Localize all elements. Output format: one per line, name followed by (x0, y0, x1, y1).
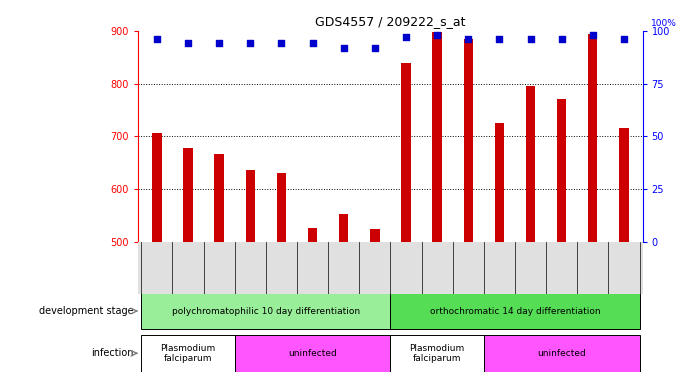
Point (587, 32, 598, 38)
Bar (277, 173, 286, 242)
Point (463, 36, 474, 42)
Point (307, 40, 318, 46)
Text: uninfected: uninfected (538, 349, 586, 358)
Bar (619, 128, 629, 242)
Bar (339, 214, 348, 242)
Text: orthochromatic 14 day differentiation: orthochromatic 14 day differentiation (430, 306, 600, 316)
Bar (142, 335, 235, 372)
Point (618, 36, 630, 42)
Text: Plasmodium
falciparum: Plasmodium falciparum (160, 344, 216, 363)
Point (401, 34, 412, 40)
Point (276, 40, 287, 46)
Title: GDS4557 / 209222_s_at: GDS4557 / 209222_s_at (315, 15, 466, 28)
Point (151, 36, 162, 42)
Point (369, 45, 380, 51)
Bar (484, 335, 639, 372)
Bar (401, 63, 410, 242)
Bar (588, 35, 598, 242)
Text: polychromatophilic 10 day differentiation: polychromatophilic 10 day differentiatio… (172, 306, 360, 316)
Point (494, 36, 505, 42)
Text: uninfected: uninfected (288, 349, 337, 358)
Text: 100%: 100% (651, 19, 677, 28)
Point (214, 40, 225, 46)
Bar (370, 229, 379, 242)
Point (525, 36, 536, 42)
Bar (433, 32, 442, 242)
Text: Plasmodium
falciparum: Plasmodium falciparum (410, 344, 465, 363)
Bar (152, 132, 162, 242)
Point (556, 36, 567, 42)
Bar (245, 170, 255, 242)
Bar (214, 154, 224, 242)
Bar (495, 123, 504, 242)
Bar (526, 86, 536, 242)
Point (245, 40, 256, 46)
Bar (557, 99, 567, 242)
Bar (390, 293, 639, 329)
Bar (464, 39, 473, 242)
Bar (235, 335, 390, 372)
Text: development stage: development stage (39, 306, 133, 316)
Bar (142, 293, 390, 329)
Bar (390, 335, 484, 372)
Point (338, 45, 349, 51)
Text: infection: infection (91, 348, 133, 358)
Bar (308, 228, 317, 242)
Point (432, 32, 443, 38)
Bar (183, 149, 193, 242)
Point (182, 40, 193, 46)
